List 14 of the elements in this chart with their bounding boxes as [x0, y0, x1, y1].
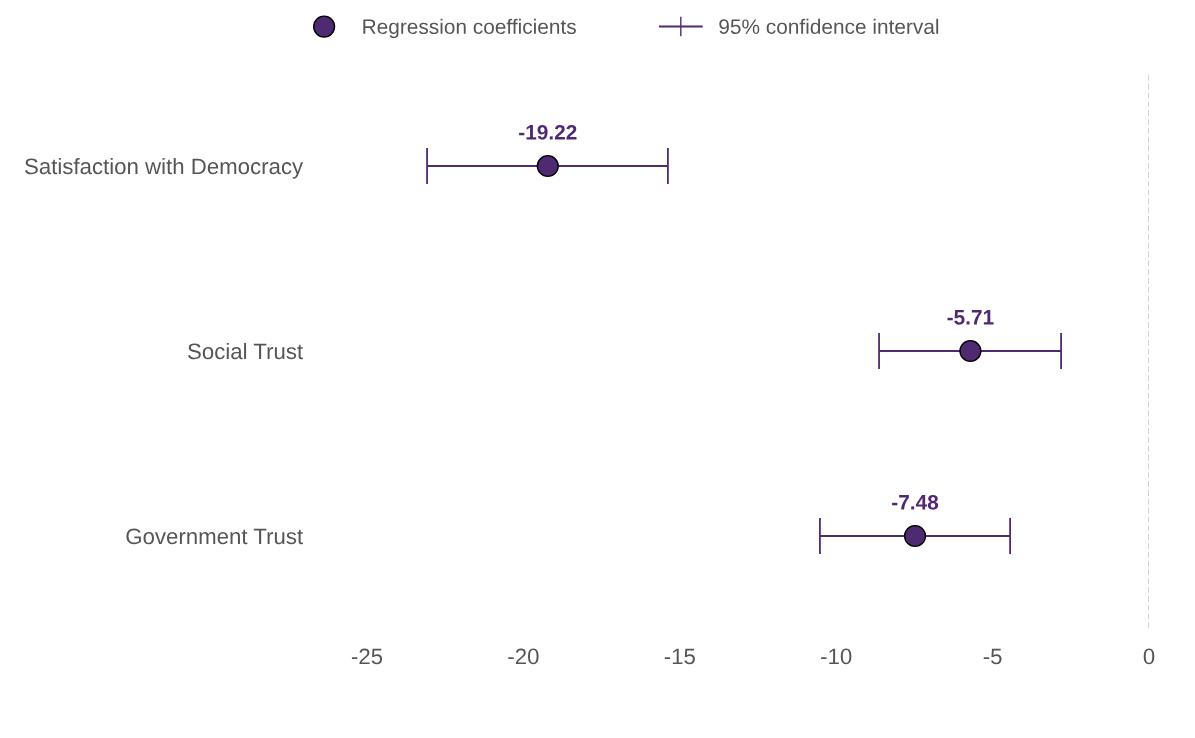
y-tick-label: Satisfaction with Democracy: [25, 157, 304, 179]
x-tick-label: -5: [983, 648, 1002, 665]
data-label: -19.22: [519, 124, 577, 140]
data-label: -5.71: [947, 310, 994, 325]
data-label: -7.48: [892, 494, 939, 510]
x-tick-label: 0: [1143, 648, 1155, 665]
x-tick-label: -25: [351, 648, 383, 665]
y-tick-label: Government Trust: [126, 528, 303, 545]
text: 95% confidence interval: [719, 18, 939, 35]
x-tick-label: -10: [821, 648, 852, 665]
x-tick-label: -20: [508, 648, 539, 665]
x-tick-label: -15: [664, 648, 695, 665]
y-tick-label: Social Trust: [188, 342, 303, 360]
legend-label: Regression coefficients: [363, 18, 576, 39]
